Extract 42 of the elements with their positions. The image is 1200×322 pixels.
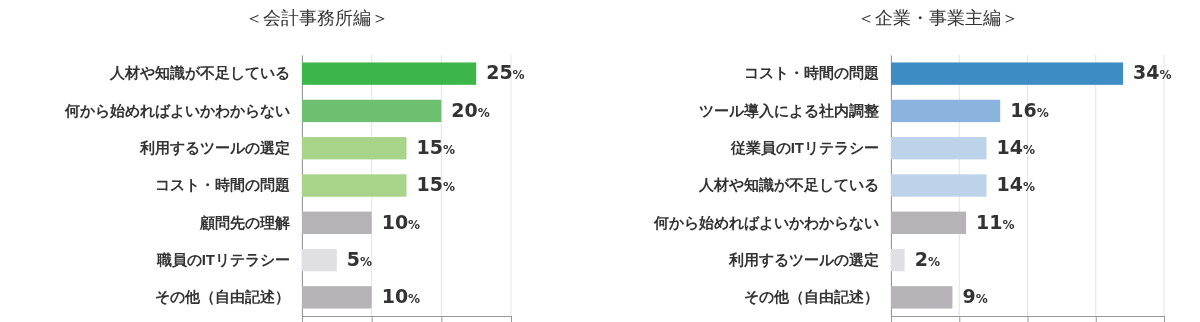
y-tick-label: 人材や知識が不足している: [698, 176, 879, 194]
data-label: 10%: [381, 285, 421, 308]
y-tick-label: 何から始めればよいかわからない: [653, 213, 879, 231]
data-label: 14%: [996, 135, 1036, 158]
bar: [891, 174, 987, 197]
y-tick-label: その他（自由記述）: [155, 288, 290, 306]
bar: [891, 286, 953, 309]
y-tick-label: 利用するツールの選定: [139, 139, 290, 158]
data-label: 9%: [962, 285, 988, 308]
data-label: 14%: [996, 173, 1036, 196]
data-label: 11%: [976, 210, 1015, 233]
data-label: 2%: [914, 247, 940, 270]
data-label: 5%: [346, 247, 373, 270]
bar: [891, 99, 1001, 123]
data-label: 34%: [1133, 61, 1172, 84]
y-tick-label: その他（自由記述）: [744, 288, 879, 306]
y-tick-label: コスト・時間の問題: [744, 64, 879, 82]
y-tick-label: コスト・時間の問題: [155, 176, 290, 194]
bar: [302, 62, 477, 85]
data-label: 15%: [416, 173, 455, 196]
data-label: 10%: [381, 210, 421, 233]
data-label: 20%: [451, 98, 490, 121]
chart-title: ＜企業・事業主編＞: [856, 7, 1019, 28]
bar: [891, 137, 987, 160]
y-tick-label: ツール導入による社内調整: [699, 101, 879, 119]
bar: [302, 286, 372, 309]
y-tick-label: 人材や知識が不足している: [109, 64, 290, 82]
y-tick-label: 従業員のITリテラシー: [729, 139, 879, 157]
y-tick-label: 職員のITリテラシー: [155, 250, 290, 268]
bar: [302, 211, 372, 234]
bar: [302, 174, 407, 197]
bar: [891, 211, 967, 234]
data-label: 16%: [1010, 98, 1049, 121]
y-tick-label: 利用するツールの選定: [728, 250, 879, 269]
data-label: 15%: [416, 135, 455, 158]
y-tick-label: 何から始めればよいかわからない: [64, 101, 290, 119]
bar: [302, 99, 442, 123]
data-label: 25%: [486, 61, 525, 84]
bar: [891, 62, 1124, 85]
y-tick-label: 顧問先の理解: [199, 213, 290, 231]
chart-title: ＜会計事務所編＞: [244, 7, 389, 28]
bar: [302, 137, 407, 160]
